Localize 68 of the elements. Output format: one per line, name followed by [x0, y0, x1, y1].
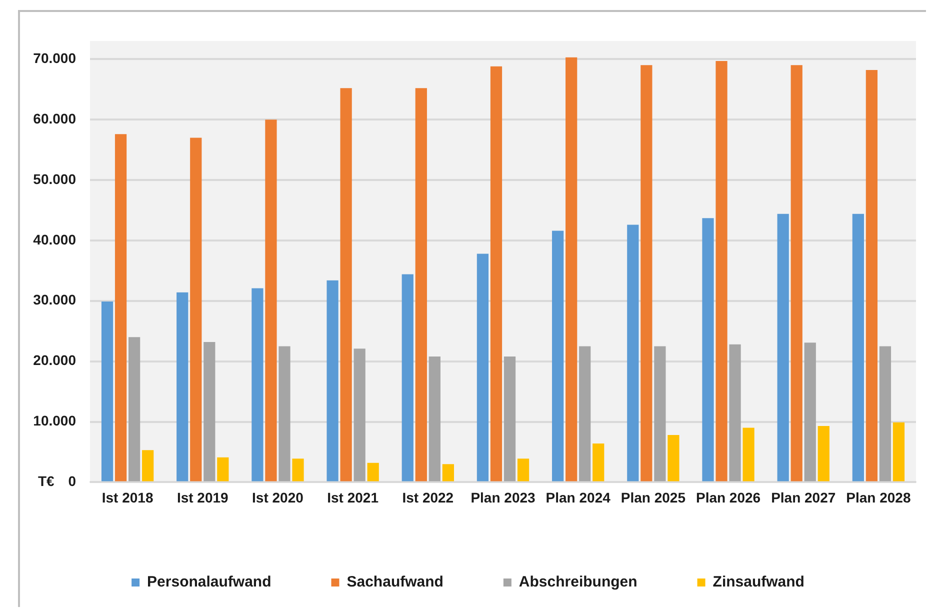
bar: [415, 88, 427, 482]
x-tick-label: Plan 2026: [696, 489, 761, 506]
bar: [866, 70, 878, 482]
bar: [790, 65, 802, 482]
bar: [204, 342, 216, 482]
x-tick-label: Ist 2019: [176, 489, 229, 506]
bar: [777, 214, 789, 482]
bar: [668, 435, 680, 482]
bar: [804, 342, 816, 482]
x-tick-label: Plan 2027: [771, 489, 836, 506]
bar: [128, 337, 140, 482]
bar: [217, 457, 229, 482]
bar: [442, 464, 454, 482]
legend-label: Zinsaufwand: [712, 574, 804, 591]
legend-label: Personalaufwand: [147, 574, 272, 591]
x-tick-label: Ist 2022: [402, 489, 454, 506]
x-tick-label: Ist 2018: [102, 489, 154, 506]
bar: [367, 462, 379, 482]
x-tick-label: Plan 2025: [620, 489, 686, 506]
legend-label: Sachaufwand: [346, 574, 444, 591]
bar: [742, 428, 754, 482]
y-tick-label: 30.000: [33, 292, 76, 308]
y-tick-label: 70.000: [33, 50, 76, 66]
y-axis-title: T€: [38, 473, 55, 490]
bar: [729, 344, 741, 482]
bar: [892, 422, 905, 482]
x-tick-label: Plan 2024: [546, 489, 611, 506]
bar: [592, 444, 604, 482]
bar: [818, 426, 830, 482]
bar: [640, 65, 652, 482]
x-tick-label: Plan 2028: [846, 489, 911, 506]
bar: [517, 458, 530, 482]
bar: [176, 292, 188, 482]
bar: [566, 57, 578, 482]
bar: [265, 120, 277, 482]
bar: [326, 280, 338, 482]
bar: [101, 301, 114, 482]
bar: [142, 450, 154, 482]
bar: [490, 66, 502, 482]
bar: [278, 346, 290, 482]
bar: [579, 346, 591, 482]
bar: [252, 288, 264, 482]
bar: [114, 134, 127, 482]
bar: [340, 88, 352, 482]
y-tick-label: 0: [68, 473, 76, 490]
bar: [702, 218, 714, 482]
bar: [552, 230, 564, 482]
y-tick-label: 60.000: [33, 110, 76, 126]
bar: [292, 458, 304, 482]
y-tick-label: 50.000: [33, 170, 76, 187]
bar: [627, 224, 639, 482]
bar: [476, 254, 489, 482]
bar: [402, 274, 414, 482]
y-tick-label: 20.000: [33, 352, 76, 368]
bar: [654, 346, 666, 482]
x-tick-label: Ist 2020: [252, 489, 304, 506]
bar: [354, 348, 366, 482]
bar: [852, 214, 864, 482]
bar: [879, 346, 892, 482]
x-tick-label: Plan 2023: [470, 489, 536, 506]
bar: [428, 356, 440, 482]
bar: [716, 60, 728, 482]
legend-label: Abschreibungen: [518, 574, 638, 591]
x-tick-label: Ist 2021: [327, 489, 379, 506]
bar: [504, 356, 516, 482]
y-tick-label: 40.000: [33, 231, 76, 248]
y-tick-label: 10.000: [33, 412, 76, 429]
bar: [190, 138, 202, 482]
